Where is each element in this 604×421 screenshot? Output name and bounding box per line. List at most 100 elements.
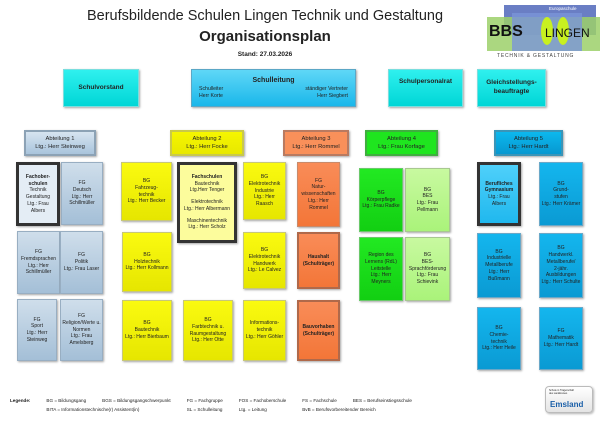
org-unit-card: BG Holztechnik Ltg.: Herr Kollmann [122,232,172,292]
card-line: stufen [554,194,568,200]
gleichstellung-label-1: Gleichstellungs- [486,79,537,87]
card-line: Ltg.: Herr Göhler [245,333,284,340]
card-line: Ltg.: Herr Otte [192,337,224,344]
department-name: Abteilung 5 [513,135,543,142]
schulpersonalrat-box: Schulpersonalrat [388,69,463,107]
card-line: BG [377,189,385,196]
card-line: Ltg.: Frau [416,272,439,279]
department-name: Abteilung 4 [386,135,416,142]
card-line: Ltg.: Frau [416,200,439,206]
europaschule-badge: Europaschule [549,6,577,11]
card-line: Lernens (RdL) [365,258,397,265]
card-line: Fachober- [25,173,51,180]
org-unit-card: Informations-technik Ltg.: Herr Göhler [243,300,286,361]
logo-lingen: Lingen [545,26,590,40]
org-unit-card: BG Industrielle Metallberufe Ltg.: Herr Bußm… [477,233,521,298]
department-4-header: Abteilung 4 Ltg.: Frau Korfage [365,130,438,156]
card-line: Deutsch [72,186,92,193]
org-unit-card: Bauvorhaben (Schulträger) [297,300,340,361]
legend-item: BvB = Berufsvorbereitender Bereich [302,407,376,413]
logo-bbs: BBS [489,23,523,40]
card-line: Ltg.: Herr Scholz [188,224,226,231]
department-lead: Ltg.: Herr Rommel [292,144,340,150]
org-unit-card: FG Religion/Werte u. Normen Ltg.: Frau Amels… [60,299,103,361]
card-line: Fremdsprachen [20,255,56,262]
card-line: Ltg.: Frau Albers [27,200,49,214]
legend-item: BGS = Bildungsgangschwerpunkt [102,398,171,403]
card-line: Amelsberg [69,340,94,347]
card-line: FG [78,252,85,259]
org-unit-card: FG Deutsch Ltg.: Herr Schillmüller [61,162,103,225]
card-line: Steinweg [26,336,48,343]
org-unit-card: BG Fahrzeug-technik Ltg.: Herr Becker [121,162,172,221]
org-unit-card: Berufliches Gymnasium Ltg.: Frau Albers [477,162,521,226]
emsland-logo: Schule in Trägerschaft des Landkreises E… [545,386,593,413]
legend-item: BITA = Informationstechnische(r) Assiste… [46,407,140,413]
vertreter-name: Herr Siegbert [317,92,348,99]
card-line: Ltg.: Herr [28,262,49,269]
org-unit-card: BG Elektrotechnik Industrie Ltg.: Herr Raas… [243,162,286,220]
schulpersonalrat-label: Schulpersonalrat [398,78,453,85]
card-line: Meyners [371,279,391,286]
card-line: Ltg.: Herr Albermann [183,205,231,212]
card-line: Leitstelle [371,265,391,272]
schulleiter-role: Schulleiter [199,85,224,92]
card-line: FG [33,316,41,323]
card-line: Grund- [553,187,569,194]
card-line: 2-jähr. [554,265,568,272]
card-line: Industrie [254,187,275,194]
card-line: Gymnasium [484,187,514,194]
card-line: Ltg.: Herr Kollmann [125,265,169,272]
card-line: Informations- [249,320,280,327]
card-line: Metallberufe [485,262,513,269]
card-line: Ltg.: Herr [71,193,93,200]
card-line: technik [138,191,155,198]
org-unit-card: BG BES Ltg.: Frau Pellmann [405,168,450,232]
org-unit-card: FG Sport Ltg.: Herr Steinweg [17,299,57,361]
card-line: Ltg.: Herr [308,197,329,204]
logo-tagline: TECHNIK & GESTALTUNG [497,53,575,59]
legend-item: BES = Berufseinstiegsschule [352,398,412,403]
org-unit-card: Fachober-schulen Technik Gestaltung Ltg.: F… [16,162,60,226]
card-line: Farbtechnik u. [192,323,224,330]
card-line: Ltg.: Herr [26,330,48,336]
card-line: Ltg.: Herr [370,272,392,279]
card-line: Technik [29,187,47,194]
card-line: Mathematik [548,335,574,342]
school-name: Berufsbildende Schulen Lingen Technik un… [86,8,444,24]
card-line: Sprachförderung [408,265,447,272]
legend: Legende: BG = Bildungsgang BGS = Bildungs… [8,395,428,416]
org-unit-card: BG Farbtechnik u. Raumgestaltung Ltg.: Herr… [183,300,233,361]
card-line: Region des [368,252,394,259]
card-line: FG [78,313,85,320]
department-lead: Ltg.: Herr Focke [186,144,228,150]
card-line: Ltg.Herr Tenger [189,187,225,194]
org-unit-card: BG Chemie-technik Ltg.: Herr Heile [477,307,521,370]
department-2-header: Abteilung 2 Ltg.: Herr Focke [170,130,244,156]
org-unit-card: BG Handwerkl. Metallberufe/2-jähr. Ausbildu… [539,233,583,298]
legend-item: Ltg. = Leitung [238,407,267,413]
department-name: Abteilung 3 [301,135,331,142]
card-line: Ltg.: Herr [488,268,510,275]
card-line: (Schulträger) [302,330,335,337]
department-name: Abteilung 1 [45,135,75,142]
card-line: Ltg.: Frau Albers [488,194,510,207]
card-line: BG [495,248,503,255]
card-line: Handwerk [253,260,276,267]
org-unit-card: Region des Lernens (RdL) Leitstelle Ltg.: H… [359,237,403,301]
card-line: Religion/Werte u. [62,319,101,326]
card-line: Maschinentechnik [186,217,228,224]
card-line: BG [423,252,432,259]
card-line: BG [260,174,269,181]
card-line: Ltg.: Herr Raasch [254,194,275,208]
card-line: Schillmüller [25,269,52,276]
card-line: Ltg.: Herr Bierbaum [125,333,169,340]
card-line: Fachschulen [191,173,223,180]
org-unit-card: BG Elektrotechnik Handwerk Ltg.: Le Calvez [243,232,286,289]
card-line: Ltg.: Le Calvez [247,267,282,274]
department-name: Abteilung 2 [192,135,222,142]
card-line: Bautechnik [194,180,220,187]
card-line: BG [557,180,565,187]
card-line: Ltg.: Frau Radke [362,203,400,210]
card-line: Industrielle [486,255,512,262]
